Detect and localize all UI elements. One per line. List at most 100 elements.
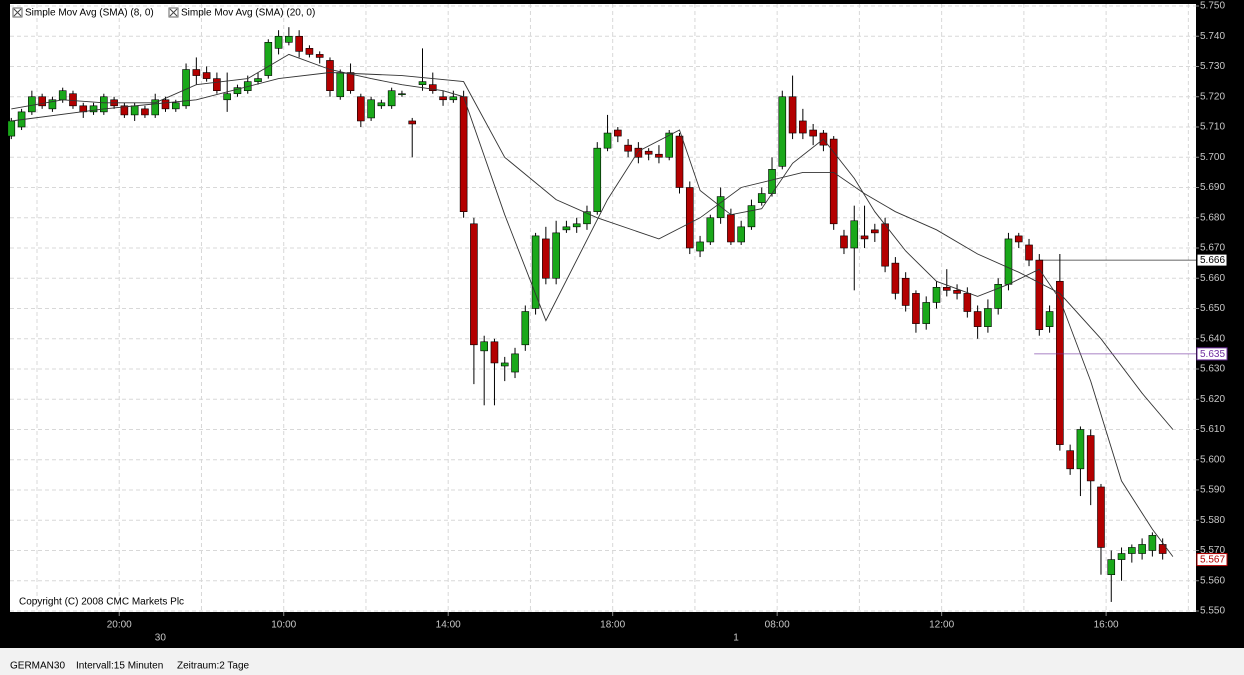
y-tick-label: 5.650 xyxy=(1200,303,1225,314)
candle-body xyxy=(531,235,540,309)
candle-body xyxy=(850,220,859,249)
candle-body xyxy=(572,223,581,228)
candle-body xyxy=(901,277,910,306)
y-tick-label: 5.610 xyxy=(1200,424,1225,435)
candle-body xyxy=(336,72,345,98)
sma-line xyxy=(11,53,1174,557)
candle-body xyxy=(1045,311,1054,327)
price-label-box xyxy=(1196,553,1228,567)
candle-body xyxy=(881,223,889,267)
x-tick-label: 12:00 xyxy=(929,620,954,631)
candle-body xyxy=(264,41,273,76)
candle-body xyxy=(1066,450,1074,470)
candle-body xyxy=(922,302,931,324)
candle-body xyxy=(171,102,180,110)
candle-body xyxy=(644,150,653,155)
candle-body xyxy=(295,35,303,52)
y-tick-label: 5.600 xyxy=(1200,454,1225,465)
candle-body xyxy=(737,226,745,243)
candle-body xyxy=(223,93,231,101)
x-tick-label: 10:00 xyxy=(271,620,296,631)
y-tick-label: 5.560 xyxy=(1200,575,1225,586)
candle-body xyxy=(614,129,622,137)
y-tick-label: 5.570 xyxy=(1200,545,1225,556)
price-label: 5.666 xyxy=(1200,255,1225,266)
candle-body xyxy=(799,120,807,134)
candle-body xyxy=(449,96,458,101)
candle-body xyxy=(603,132,612,149)
y-tick-label: 5.730 xyxy=(1200,61,1225,72)
grid xyxy=(10,4,1196,612)
candle-body xyxy=(932,287,941,303)
y-tick-label: 5.630 xyxy=(1200,364,1225,375)
candle-body xyxy=(500,362,509,367)
candle-body xyxy=(891,262,900,294)
candle-body xyxy=(213,78,221,91)
candle-body xyxy=(89,105,98,113)
date-label: 30 xyxy=(155,633,167,644)
candle-body xyxy=(860,235,869,240)
candle-body xyxy=(675,135,684,188)
y-tick-label: 5.670 xyxy=(1200,243,1225,254)
price-label: 5.567 xyxy=(1200,555,1225,566)
candle-body xyxy=(1086,435,1095,482)
candle-body xyxy=(747,205,756,228)
candle-body xyxy=(202,72,211,79)
y-tick-label: 5.580 xyxy=(1200,515,1225,526)
x-tick-label: 18:00 xyxy=(600,620,625,631)
y-tick-label: 5.690 xyxy=(1200,182,1225,193)
candle-body xyxy=(480,341,488,352)
candle-body xyxy=(583,211,591,225)
candle-body xyxy=(1097,486,1105,548)
candle-body xyxy=(28,96,36,113)
y-tick-label: 5.720 xyxy=(1200,91,1225,102)
candle-body xyxy=(1014,235,1023,243)
candle-body xyxy=(542,238,550,279)
candle-body xyxy=(942,287,951,291)
candle-body xyxy=(521,311,530,346)
candle-body xyxy=(871,229,879,234)
candle-body xyxy=(511,353,519,373)
candle-body xyxy=(912,293,920,324)
candle-body xyxy=(552,232,560,279)
candle-body xyxy=(141,108,149,116)
candle-body xyxy=(38,96,46,107)
copyright: Copyright (C) 2008 CMC Markets Plc xyxy=(19,597,184,608)
y-tick-label: 5.740 xyxy=(1200,31,1225,42)
candle-body xyxy=(665,132,674,158)
candle-body xyxy=(439,96,447,101)
candle-body xyxy=(346,72,355,92)
footer-symbol: GERMAN30 xyxy=(10,661,65,672)
candle-body xyxy=(428,84,437,92)
candle-body xyxy=(840,235,848,249)
footer-period: Zeitraum:2 Tage xyxy=(177,661,250,672)
candle-body xyxy=(130,105,139,116)
legend: Simple Mov Avg (SMA) (8, 0) Simple Mov A… xyxy=(12,7,315,19)
y-tick-label: 5.700 xyxy=(1200,152,1225,163)
legend-check-icon xyxy=(169,8,178,17)
candle-body xyxy=(1025,244,1033,261)
x-tick-label: 20:00 xyxy=(107,620,132,631)
candle-body xyxy=(254,78,262,82)
marks xyxy=(7,27,1196,602)
candle-body xyxy=(1056,280,1064,445)
candle-body xyxy=(1004,238,1013,285)
candle-body xyxy=(1107,559,1116,576)
candle-body xyxy=(696,241,704,252)
y-tick-label: 5.680 xyxy=(1200,212,1225,223)
y-tick-label: 5.550 xyxy=(1200,606,1225,617)
y-tick-label: 5.710 xyxy=(1200,122,1225,133)
candle-body xyxy=(706,217,715,243)
candle-body xyxy=(326,60,334,92)
candle-body xyxy=(315,54,324,58)
candle-body xyxy=(973,311,982,327)
candle-body xyxy=(377,102,386,107)
candle-body xyxy=(48,99,57,110)
date-label: 1 xyxy=(733,633,739,644)
candle-body xyxy=(685,187,694,249)
candle-body xyxy=(69,93,77,107)
candle-body xyxy=(151,99,160,116)
candle-body xyxy=(634,147,643,158)
candle-body xyxy=(788,96,797,134)
